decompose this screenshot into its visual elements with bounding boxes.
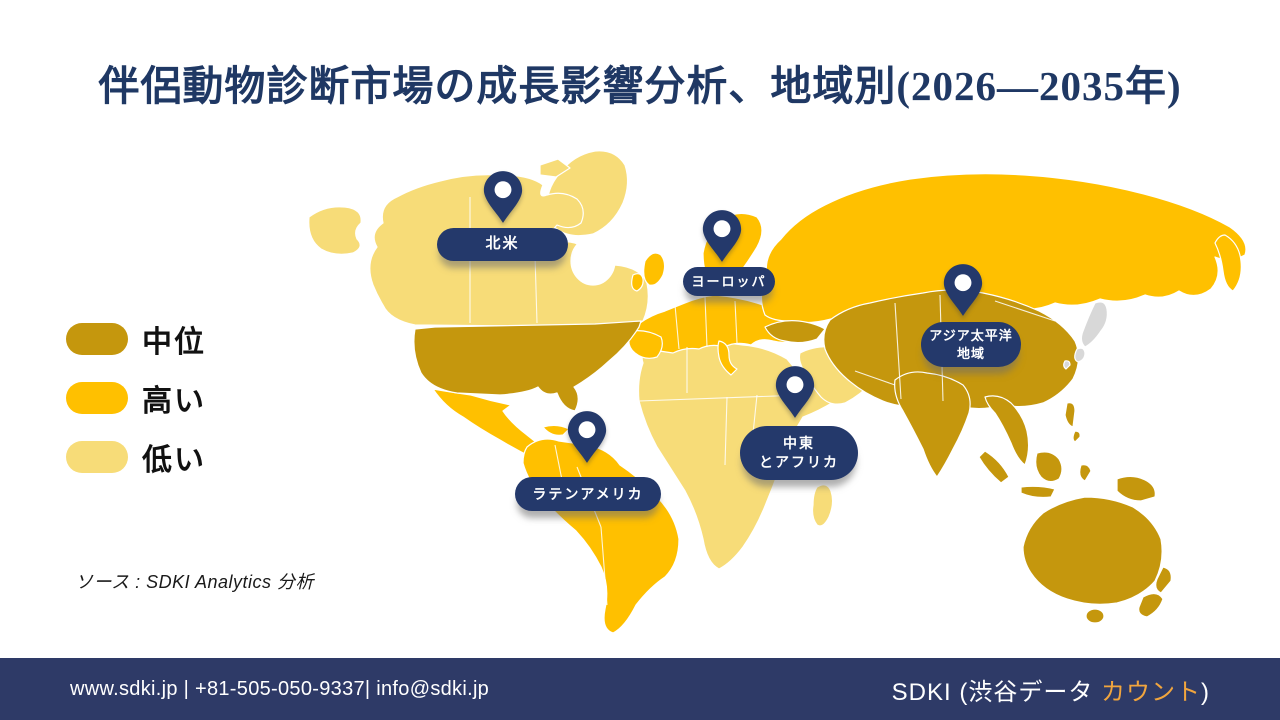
legend-swatch-high bbox=[66, 382, 128, 414]
map-region-iberia bbox=[628, 330, 663, 359]
map-region-india bbox=[894, 371, 971, 478]
region-label-text: とアフリカ bbox=[759, 454, 839, 470]
map-region-new-guinea bbox=[1116, 475, 1156, 502]
world-map-svg bbox=[308, 150, 1247, 634]
legend: 中位 高い 低い bbox=[66, 317, 206, 494]
map-region-italy bbox=[717, 340, 738, 376]
footer-brand: SDKI (渋谷データ カウント) bbox=[892, 672, 1210, 707]
latin-america-pin-icon bbox=[567, 411, 607, 463]
legend-item-low: 低い bbox=[66, 435, 206, 479]
region-label-text: 地域 bbox=[956, 345, 985, 361]
legend-swatch-low bbox=[66, 441, 128, 473]
brand-suffix: ) bbox=[1201, 678, 1210, 706]
region-label-middle-east-africa: 中東 とアフリカ bbox=[740, 426, 858, 480]
source-note: ソース : SDKI Analytics 分析 bbox=[75, 572, 314, 592]
region-label-asia-pacific: アジア太平洋 地域 bbox=[921, 322, 1021, 367]
map-region-japan bbox=[1063, 301, 1108, 370]
footer-bar: www.sdki.jp | +81-505-050-9337| info@sdk… bbox=[0, 658, 1280, 720]
page-title: 伴侶動物診断市場の成長影響分析、地域別(2026—2035年) bbox=[98, 63, 1182, 109]
region-label-text: 北米 bbox=[485, 235, 520, 253]
region-label-latin-america: ラテンアメリカ bbox=[515, 477, 661, 511]
map-region-madagascar bbox=[811, 484, 834, 527]
map-region-uk-ireland bbox=[631, 252, 666, 292]
map-region-new-zealand bbox=[1138, 566, 1172, 618]
map-region-alaska bbox=[308, 206, 362, 255]
region-label-text: アジア太平洋 bbox=[929, 327, 1013, 343]
legend-item-medium: 中位 bbox=[66, 317, 206, 361]
map-region-australia bbox=[1022, 496, 1163, 605]
middle-east-africa-pin-icon bbox=[775, 366, 815, 418]
map-region-south-america bbox=[522, 438, 680, 634]
map-region-usa bbox=[413, 320, 642, 412]
world-map: 北米 ヨーロッパ アジア太平洋 地域 中東 とアフリカ ラテンアメリカ bbox=[295, 135, 1275, 655]
map-region-indonesia bbox=[978, 450, 1092, 499]
legend-swatch-medium bbox=[66, 323, 128, 355]
legend-label-low: 低い bbox=[142, 444, 206, 477]
map-region-turkey bbox=[764, 320, 826, 344]
brand-highlight: カウント bbox=[1101, 678, 1201, 706]
region-label-europe: ヨーロッパ bbox=[683, 267, 775, 296]
map-region-tasmania bbox=[1085, 608, 1105, 624]
asia-pacific-pin-icon bbox=[943, 264, 983, 316]
region-label-text: ヨーロッパ bbox=[691, 273, 767, 289]
map-region-southeast-asia bbox=[984, 395, 1030, 466]
footer-contact: www.sdki.jp | +81-505-050-9337| info@sdk… bbox=[70, 677, 490, 700]
legend-label-high: 高い bbox=[142, 385, 206, 418]
map-region-philippines bbox=[1064, 402, 1081, 443]
north-america-pin-icon bbox=[483, 171, 523, 223]
region-label-text: 中東 bbox=[783, 435, 815, 452]
map-hudson-bay bbox=[570, 236, 616, 286]
legend-item-high: 高い bbox=[66, 376, 206, 420]
region-label-north-america: 北米 bbox=[437, 228, 568, 261]
region-label-text: ラテンアメリカ bbox=[532, 485, 644, 502]
brand-prefix: SDKI (渋谷データ bbox=[891, 678, 1101, 706]
map-region-kamchatka bbox=[1214, 234, 1242, 292]
europe-pin-icon bbox=[702, 210, 742, 262]
legend-label-medium: 中位 bbox=[142, 326, 206, 359]
